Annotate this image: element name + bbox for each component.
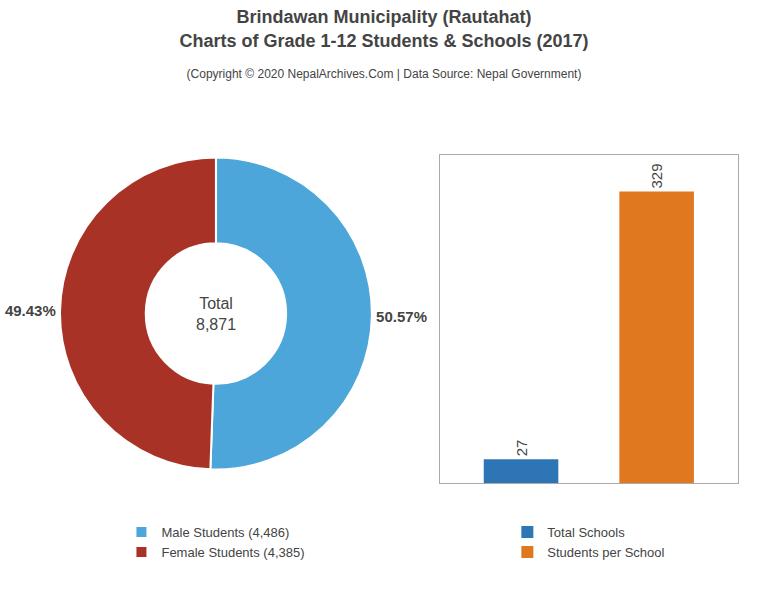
svg-text:27: 27	[513, 440, 530, 457]
svg-text:Female Students (4,385): Female Students (4,385)	[161, 545, 304, 560]
svg-text:Total8,871: Total8,871	[196, 295, 236, 333]
svg-text:Brindawan Municipality (Rautah: Brindawan Municipality (Rautahat)Charts …	[179, 7, 588, 50]
svg-text:Male Students (4,486): Male Students (4,486)	[161, 525, 289, 540]
svg-text:50.57%: 50.57%	[376, 308, 427, 325]
svg-text:Students per School: Students per School	[547, 545, 664, 560]
svg-text:329: 329	[648, 163, 665, 188]
svg-text:49.43%: 49.43%	[5, 302, 56, 319]
svg-text:Total Schools: Total Schools	[547, 525, 625, 540]
svg-text:(Copyright © 2020 NepalArchive: (Copyright © 2020 NepalArchives.Com | Da…	[187, 67, 582, 81]
